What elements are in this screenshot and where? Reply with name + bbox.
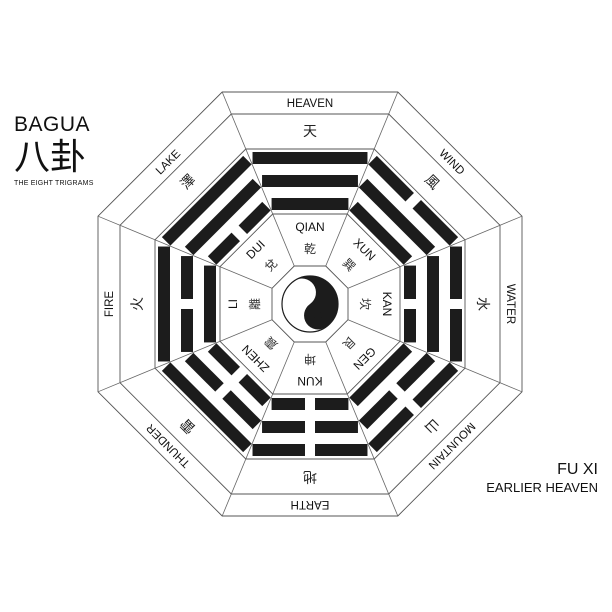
- element-label: FIRE: [104, 291, 116, 318]
- page-title-cjk: 八卦: [14, 137, 87, 178]
- trigram-name-cjk: 坤: [304, 352, 316, 367]
- trigram-line-broken: [368, 155, 414, 202]
- trigram-qian: 乾 QIAN 天 HEAVEN: [252, 98, 368, 256]
- trigram-line-broken: [207, 232, 240, 265]
- trigram-line-solid: [349, 343, 413, 407]
- trigram-name-cjk: 乾: [304, 242, 316, 256]
- yin-yang-body: [293, 276, 338, 330]
- trigram-name: GEN: [350, 344, 378, 372]
- trigram-line-broken: [181, 256, 193, 299]
- trigram-name-cjk: 艮: [340, 334, 358, 352]
- trigram-line-solid: [252, 152, 368, 164]
- octagon-spoke: [325, 341, 399, 517]
- trigram-name: DUI: [243, 237, 268, 262]
- trigram-name-cjk: 震: [262, 334, 280, 352]
- trigram-name-cjk: 離: [248, 298, 262, 310]
- trigram-name-cjk: 兌: [262, 256, 280, 274]
- trigram-line-broken: [368, 406, 414, 453]
- trigram-line-solid: [427, 256, 439, 352]
- element-cjk: 雷: [178, 415, 199, 436]
- yin-yang-icon: [281, 275, 339, 333]
- trigram-name: QIAN: [295, 220, 324, 234]
- trigram-name: LI: [226, 299, 240, 309]
- trigram-name: XUN: [351, 236, 379, 264]
- arrangement-subtitle: EARLIER HEAVEN: [486, 480, 598, 495]
- trigram-line-broken: [450, 246, 462, 300]
- trigram-line-solid: [204, 265, 216, 343]
- octagon-spoke: [221, 341, 295, 517]
- trigram-line-broken: [238, 201, 271, 234]
- element-cjk: 風: [421, 172, 442, 193]
- element-label: HEAVEN: [287, 98, 333, 110]
- trigram-line-solid: [161, 155, 252, 246]
- trigram-line-broken: [207, 343, 240, 376]
- element-cjk: 火: [130, 297, 146, 311]
- trigram-line-solid: [262, 175, 358, 187]
- yin-yang-dot-dark: [314, 311, 323, 320]
- trigram-line-broken: [315, 421, 358, 433]
- octagon-spokes: [97, 91, 523, 517]
- trigram-line-broken: [412, 200, 459, 246]
- trigram-line-broken: [184, 352, 224, 392]
- octagon-spoke: [97, 319, 273, 393]
- octagon-spoke: [97, 215, 273, 289]
- trigram-line-solid: [184, 178, 262, 256]
- footer-block: FU XI EARLIER HEAVEN: [486, 461, 598, 496]
- element-cjk: 水: [474, 297, 490, 311]
- yin-half: [293, 276, 338, 330]
- trigram-line-solid: [158, 246, 170, 362]
- trigram-line-broken: [404, 265, 416, 299]
- trigram-line-broken: [271, 398, 305, 410]
- page-subtitle: THE EIGHT TRIGRAMS: [14, 180, 94, 187]
- trigram-name-cjk: 坎: [358, 298, 372, 310]
- trigram-kun: 坤 KUN 地 EARTH: [252, 352, 368, 510]
- trigram-kan: 坎 KAN 水 WATER: [358, 246, 516, 362]
- element-cjk: 山: [421, 415, 442, 436]
- octagon-spoke: [347, 319, 523, 393]
- page-title: BAGUA: [14, 113, 91, 136]
- arrangement-title: FU XI: [557, 461, 598, 478]
- element-label: EARTH: [291, 498, 330, 510]
- trigram-line-broken: [252, 444, 305, 456]
- trigram-line-broken: [315, 398, 349, 410]
- trigram-line-broken: [315, 444, 368, 456]
- title-block: BAGUA 八卦 THE EIGHT TRIGRAMS: [14, 113, 124, 188]
- trigram-name-cjk: 巽: [340, 256, 358, 274]
- trigram-name: KUN: [297, 374, 322, 388]
- trigram-line-broken: [238, 374, 271, 407]
- octagon-spoke: [347, 215, 523, 289]
- trigram-line-solid: [358, 178, 436, 256]
- element-label: WATER: [504, 284, 516, 324]
- octagon-spoke: [325, 91, 399, 267]
- trigram-line-broken: [396, 352, 436, 392]
- trigram-line-broken: [450, 309, 462, 362]
- trigram-line-broken: [404, 309, 416, 343]
- trigram-line-broken: [222, 390, 262, 430]
- element-cjk: 地: [303, 468, 317, 484]
- trigram-line-broken: [181, 309, 193, 352]
- trigram-line-solid: [271, 198, 349, 210]
- octagon-spoke: [221, 91, 295, 267]
- yin-yang-dot-light: [297, 288, 306, 297]
- element-label: WIND: [436, 147, 466, 177]
- trigram-line-solid: [349, 201, 413, 265]
- element-cjk: 天: [303, 124, 317, 140]
- trigram-line-broken: [412, 362, 459, 408]
- trigram-line-broken: [262, 421, 305, 433]
- element-cjk: 澤: [178, 172, 199, 193]
- trigram-li: 離 LI 火 FIRE: [104, 246, 262, 362]
- trigram-line-broken: [358, 390, 398, 430]
- element-label: LAKE: [154, 148, 184, 178]
- trigram-name: KAN: [380, 292, 394, 317]
- trigram-line-solid: [161, 362, 252, 453]
